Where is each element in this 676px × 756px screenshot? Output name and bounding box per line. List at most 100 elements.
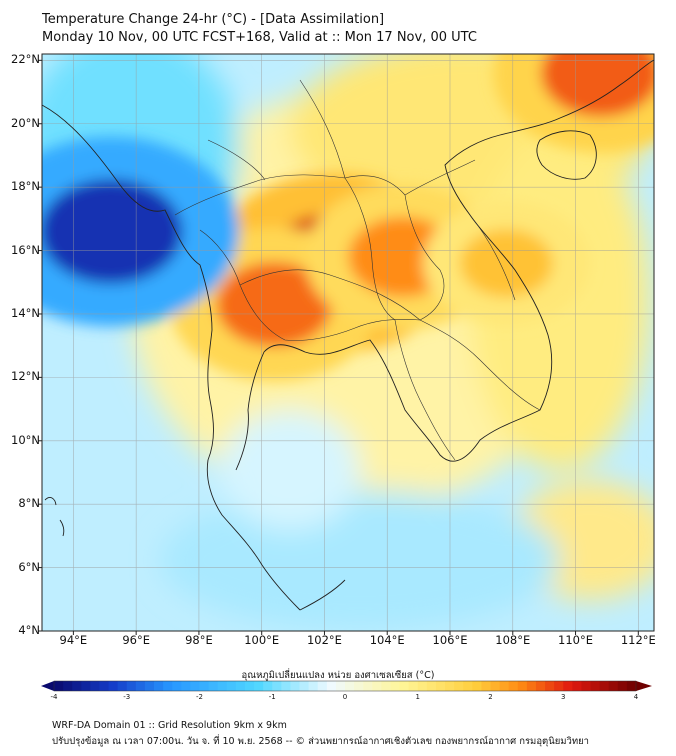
colorbar-border	[53, 680, 637, 692]
colorbar-cell	[135, 681, 146, 691]
colorbar-cell	[581, 681, 592, 691]
colorbar-tick-label: -1	[268, 693, 276, 701]
colorbar-cell	[54, 681, 64, 691]
lon-label: 96°E	[122, 633, 150, 647]
colorbar-cell	[572, 681, 583, 691]
colorbar-cell	[254, 681, 264, 691]
colorbar-cell	[290, 681, 301, 691]
colorbar-cell	[272, 681, 282, 691]
footer-model-info: WRF-DA Domain 01 :: Grid Resolution 9km …	[52, 720, 287, 731]
colorbar-cell	[454, 681, 464, 691]
colorbar-cell	[545, 681, 555, 691]
footer-update-info: ปรับปรุงข้อมูล ณ เวลา 07:00น. วัน จ. ที่…	[52, 736, 590, 747]
colorbar-cell	[626, 681, 637, 691]
lat-label: 10°N	[11, 432, 40, 447]
colorbar	[41, 680, 652, 692]
colorbar-cell	[508, 681, 519, 691]
colorbar-tick-label: 1	[415, 693, 420, 701]
colorbar-cell	[517, 681, 528, 691]
chart-title: Temperature Change 24-hr (°C) - [Data As…	[42, 12, 385, 27]
lon-label: 106°E	[432, 633, 468, 647]
colorbar-cell	[499, 681, 510, 691]
colorbar-cell	[599, 681, 610, 691]
lat-label: 4°N	[18, 623, 40, 637]
colorbar-cell	[299, 681, 310, 691]
colorbar-cell	[417, 681, 428, 691]
lat-label: 14°N	[11, 305, 40, 320]
colorbar-cell	[345, 681, 355, 691]
colorbar-cell	[445, 681, 455, 691]
colorbar-max-arrow	[636, 681, 652, 691]
lat-label: 16°N	[11, 242, 40, 257]
colorbar-cell	[335, 681, 346, 691]
colorbar-tick-label: 0	[342, 693, 348, 701]
colorbar-cell	[617, 681, 628, 691]
colorbar-cell	[381, 681, 392, 691]
colorbar-cell	[608, 681, 619, 691]
andaman-islands	[44, 497, 65, 537]
feature-core-hainan-north	[541, 54, 654, 117]
colorbar-cell	[90, 681, 101, 691]
colorbar-cell	[172, 681, 182, 691]
colorbar-cell	[72, 681, 82, 691]
colorbar-cell	[463, 681, 473, 691]
colorbar-cell	[326, 681, 337, 691]
colorbar-cell	[526, 681, 537, 691]
colorbar-cell	[363, 681, 373, 691]
colorbar-cell	[63, 681, 73, 691]
colorbar-cell	[154, 681, 164, 691]
chart-subtitle: Monday 10 Nov, 00 UTC FCST+168, Valid at…	[42, 30, 477, 45]
feature-core-cold-spot	[42, 179, 183, 284]
colorbar-tick-label: 2	[488, 693, 493, 701]
hainan-island	[536, 130, 597, 180]
colorbar-cell	[481, 681, 492, 691]
colorbar-cell	[181, 681, 192, 691]
lat-label: 6°N	[18, 559, 40, 574]
colorbar-cell	[117, 681, 128, 691]
colorbar-cell	[317, 681, 328, 691]
colorbar-cell	[435, 681, 446, 691]
colorbar-cell	[163, 681, 173, 691]
colorbar-cell	[490, 681, 501, 691]
colorbar-title: อุณหภูมิเปลี่ยนแปลง หน่วย องศาเซลเซียส (…	[241, 670, 435, 681]
colorbar-cell	[108, 681, 119, 691]
lat-label: 8°N	[18, 496, 40, 511]
temperature-map	[38, 53, 655, 635]
colorbar-cell	[563, 681, 573, 691]
colorbar-cell	[308, 681, 319, 691]
colorbar-cell	[244, 681, 255, 691]
colorbar-tick-label: -4	[50, 693, 58, 701]
colorbar-tick-label: -3	[123, 693, 131, 701]
feature-core-warm-west	[216, 261, 333, 347]
lat-label: 12°N	[11, 369, 40, 384]
colorbar-tick-label: 3	[561, 693, 566, 701]
colorbar-cell	[199, 681, 210, 691]
colorbar-cell	[354, 681, 364, 691]
lat-label: 20°N	[11, 115, 40, 130]
colorbar-cell	[99, 681, 110, 691]
colorbar-tick-label: -2	[196, 693, 203, 701]
field-gulf-pale	[220, 410, 360, 530]
lon-label: 98°E	[185, 633, 213, 647]
lat-label: 18°N	[11, 179, 40, 194]
colorbar-cell	[226, 681, 237, 691]
colorbar-cell	[235, 681, 246, 691]
lon-label: 100°E	[244, 633, 280, 647]
lon-label: 110°E	[558, 633, 594, 647]
field-sea-pale	[160, 490, 560, 630]
colorbar-cell	[426, 681, 437, 691]
colorbar-cell	[535, 681, 546, 691]
colorbar-cell	[281, 681, 292, 691]
colorbar-cell	[399, 681, 410, 691]
colorbar-cell	[208, 681, 219, 691]
colorbar-cell	[81, 681, 91, 691]
colorbar-cell	[372, 681, 382, 691]
colorbar-min-arrow	[41, 681, 54, 691]
colorbar-cell	[408, 681, 419, 691]
colorbar-cell	[126, 681, 137, 691]
borders	[174, 79, 541, 461]
colorbar-cell	[590, 681, 601, 691]
colorbar-cell	[144, 681, 155, 691]
lon-label: 108°E	[495, 633, 531, 647]
colorbar-cell	[263, 681, 273, 691]
